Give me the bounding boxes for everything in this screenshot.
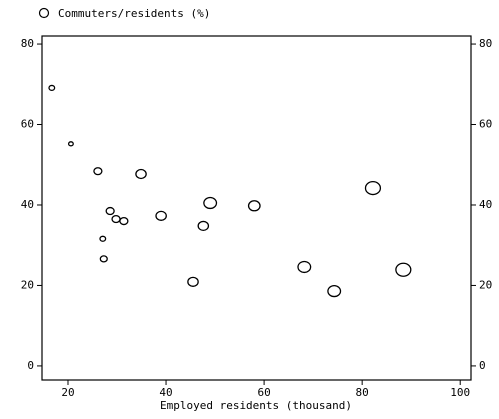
bubble	[327, 284, 342, 298]
bubble	[155, 210, 167, 221]
y-tick-label: 80	[21, 37, 34, 50]
bubble	[93, 167, 103, 176]
bubble	[364, 180, 382, 196]
bubble	[119, 216, 129, 226]
bubble	[111, 214, 121, 224]
y-tick-label: 40	[21, 198, 34, 211]
y2-tick-label: 20	[479, 278, 492, 291]
bubble	[395, 262, 412, 277]
y2-tick-label: 0	[479, 359, 486, 372]
bubble	[105, 206, 115, 216]
bubble	[67, 141, 74, 147]
x-tick-label: 20	[61, 386, 74, 399]
y-tick-label: 0	[27, 359, 34, 372]
y2-tick-label: 80	[479, 37, 492, 50]
bubble	[99, 255, 108, 263]
legend-label: Commuters/residents (%)	[58, 7, 210, 20]
x-tick-label: 40	[159, 386, 172, 399]
bubble	[135, 168, 147, 180]
bubble	[247, 200, 261, 212]
bubble	[203, 196, 218, 210]
y-tick-label: 60	[21, 118, 34, 131]
y2-tick-label: 60	[479, 118, 492, 131]
plot-frame	[41, 35, 472, 381]
y-tick-label: 20	[21, 278, 34, 291]
bubble	[197, 220, 210, 232]
x-tick-label: 100	[450, 386, 470, 399]
bubble	[187, 276, 199, 287]
legend-marker	[38, 7, 50, 19]
x-tick-label: 60	[257, 386, 270, 399]
bubble	[99, 235, 107, 242]
x-tick-label: 80	[356, 386, 369, 399]
x-axis-label: Employed residents (thousand)	[160, 399, 352, 412]
y2-tick-label: 40	[479, 198, 492, 211]
bubble	[297, 260, 312, 274]
bubble	[48, 84, 56, 92]
